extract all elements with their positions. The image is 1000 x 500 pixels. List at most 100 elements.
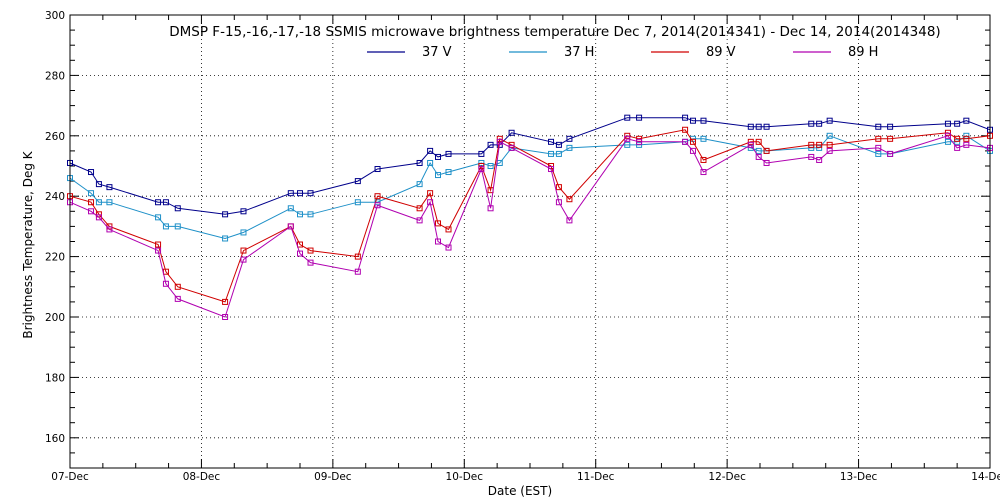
data-point <box>354 253 361 260</box>
data-point <box>816 120 823 127</box>
data-point <box>496 138 503 145</box>
data-point <box>747 141 754 148</box>
y-tick-label: 300 <box>45 10 65 22</box>
x-tick-label: 12-Dec <box>708 471 746 483</box>
y-axis-label: Brightness Temperature, Deg K <box>21 150 35 338</box>
data-point <box>354 268 361 275</box>
data-point <box>427 190 434 197</box>
data-point <box>88 208 95 215</box>
data-point <box>875 135 882 142</box>
legend: 37 V 37 H 89 V 89 H <box>367 45 878 60</box>
data-point <box>816 156 823 163</box>
data-point <box>162 280 169 287</box>
data-point <box>700 135 707 142</box>
series-line-37-v <box>69 117 991 215</box>
data-point <box>155 241 162 248</box>
data-point <box>354 199 361 206</box>
data-point <box>435 238 441 245</box>
x-tick-label: 14-Dec <box>971 471 1000 483</box>
data-point <box>875 123 882 130</box>
series-layer <box>67 114 993 320</box>
data-point <box>174 205 181 212</box>
data-point <box>478 150 485 157</box>
y-tick-label: 240 <box>45 191 65 203</box>
data-point <box>222 235 229 242</box>
data-point <box>374 193 381 200</box>
data-point <box>222 211 229 218</box>
data-point <box>755 147 762 154</box>
legend-item-37-h: 37 H <box>509 45 594 60</box>
data-point <box>445 150 452 157</box>
data-point <box>287 223 294 230</box>
data-point <box>826 132 833 139</box>
data-point <box>106 199 113 206</box>
data-point <box>287 205 294 212</box>
y-tick-label: 280 <box>45 70 65 82</box>
data-point <box>95 181 102 188</box>
data-point <box>624 114 631 121</box>
data-point <box>548 166 555 173</box>
data-point <box>416 217 423 224</box>
data-point <box>222 314 229 320</box>
data-point <box>174 283 181 290</box>
data-point <box>887 123 894 130</box>
data-point <box>763 159 770 166</box>
data-point <box>808 141 815 148</box>
data-point <box>566 135 573 142</box>
data-point <box>875 150 882 157</box>
data-point <box>155 199 162 206</box>
series-89-h <box>67 132 993 320</box>
legend-label: 37 V <box>422 45 452 60</box>
data-point <box>954 144 961 151</box>
x-tick-label: 11-Dec <box>577 471 615 483</box>
legend-item-89-v: 89 V <box>651 45 736 60</box>
data-point <box>944 132 951 139</box>
data-point <box>826 147 833 154</box>
x-tick-label: 09-Dec <box>314 471 352 483</box>
data-point <box>682 138 689 145</box>
data-point <box>875 144 882 151</box>
data-point <box>106 184 113 191</box>
data-point <box>445 226 452 233</box>
data-point <box>307 247 314 254</box>
data-point <box>174 223 181 230</box>
y-tick-label: 220 <box>45 252 65 264</box>
grid-lines <box>70 15 990 468</box>
data-point <box>700 117 707 124</box>
data-point <box>763 123 770 130</box>
data-point <box>963 135 970 142</box>
data-point <box>887 135 894 142</box>
data-point <box>445 244 452 251</box>
data-point <box>566 196 573 203</box>
series-line-37-h <box>69 135 991 240</box>
series-37-v <box>67 114 993 218</box>
data-point <box>487 205 494 212</box>
data-point <box>636 114 643 121</box>
data-point <box>944 120 951 127</box>
data-point <box>435 220 441 227</box>
data-point <box>487 163 494 169</box>
data-point <box>689 117 696 124</box>
data-point <box>548 138 555 145</box>
data-point <box>700 156 707 163</box>
data-point <box>222 298 229 305</box>
data-point <box>826 117 833 124</box>
y-tick-label: 200 <box>45 312 65 324</box>
data-point <box>435 172 441 179</box>
data-point <box>297 241 303 248</box>
data-point <box>963 141 970 148</box>
series-89-v <box>67 126 993 305</box>
plot-frame <box>69 14 991 469</box>
data-point <box>566 144 573 151</box>
data-point <box>435 153 441 160</box>
data-point <box>240 208 247 215</box>
data-point <box>566 217 573 224</box>
data-point <box>427 147 434 154</box>
data-point <box>297 211 303 218</box>
data-point <box>826 141 833 148</box>
x-tick-label: 08-Dec <box>183 471 221 483</box>
data-point <box>689 147 696 154</box>
data-point <box>700 169 707 176</box>
data-point <box>555 199 562 206</box>
